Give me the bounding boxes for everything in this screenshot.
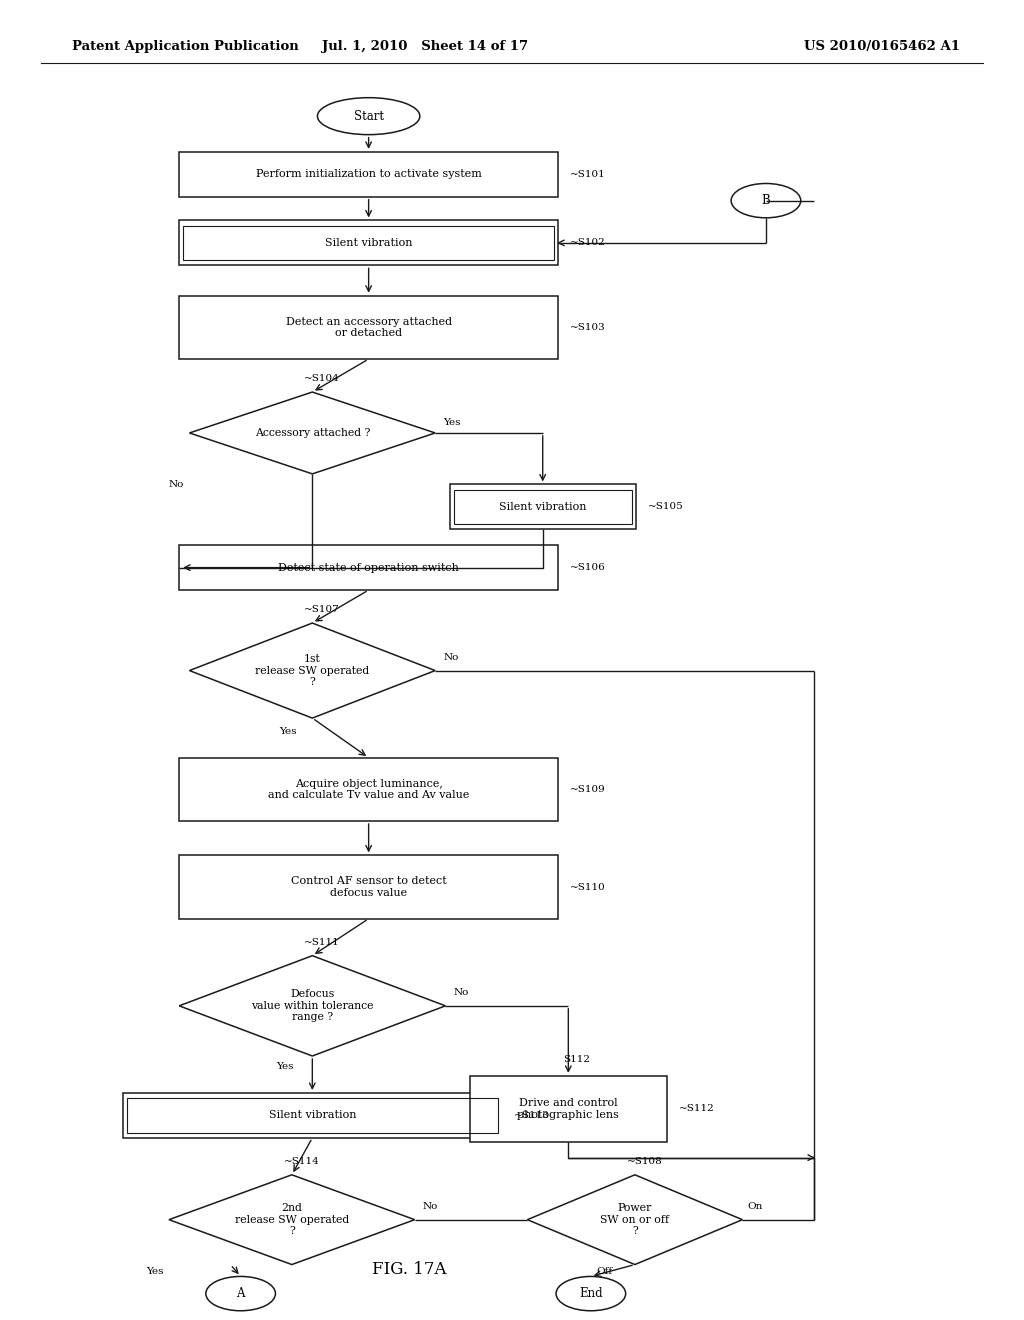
Text: No: No <box>423 1203 438 1210</box>
Text: 2nd
release SW operated
?: 2nd release SW operated ? <box>234 1203 349 1237</box>
Polygon shape <box>189 623 435 718</box>
Text: Start: Start <box>353 110 384 123</box>
Text: ~S112: ~S112 <box>679 1105 715 1113</box>
Text: Patent Application Publication: Patent Application Publication <box>72 40 298 53</box>
Bar <box>179 296 558 359</box>
Text: Silent vibration: Silent vibration <box>499 502 587 512</box>
Ellipse shape <box>556 1276 626 1311</box>
Text: ~S106: ~S106 <box>570 564 606 572</box>
Bar <box>127 1098 498 1133</box>
Text: B: B <box>762 194 770 207</box>
Text: Yes: Yes <box>146 1267 164 1275</box>
Text: Jul. 1, 2010   Sheet 14 of 17: Jul. 1, 2010 Sheet 14 of 17 <box>322 40 528 53</box>
Polygon shape <box>189 392 435 474</box>
Text: Detect state of operation switch: Detect state of operation switch <box>279 562 459 573</box>
Text: ~S111: ~S111 <box>304 939 340 946</box>
Text: ~S109: ~S109 <box>570 785 606 793</box>
Bar <box>179 545 558 590</box>
Text: Yes: Yes <box>443 418 461 426</box>
Ellipse shape <box>317 98 420 135</box>
Bar <box>454 490 632 524</box>
Text: Perform initialization to activate system: Perform initialization to activate syste… <box>256 169 481 180</box>
Text: ~S107: ~S107 <box>304 606 340 614</box>
Text: ~S103: ~S103 <box>570 323 606 331</box>
Text: Acquire object luminance,
and calculate Tv value and Av value: Acquire object luminance, and calculate … <box>268 779 469 800</box>
Text: Yes: Yes <box>276 1063 294 1071</box>
Bar <box>123 1093 502 1138</box>
Text: Yes: Yes <box>280 727 297 735</box>
Text: US 2010/0165462 A1: US 2010/0165462 A1 <box>804 40 959 53</box>
Text: End: End <box>579 1287 603 1300</box>
Bar <box>179 855 558 919</box>
Text: Silent vibration: Silent vibration <box>325 238 413 248</box>
Text: 1st
release SW operated
?: 1st release SW operated ? <box>255 653 370 688</box>
Text: Accessory attached ?: Accessory attached ? <box>255 428 370 438</box>
Text: No: No <box>443 653 459 661</box>
Ellipse shape <box>731 183 801 218</box>
Ellipse shape <box>206 1276 275 1311</box>
Text: No: No <box>169 480 184 488</box>
Text: Off: Off <box>596 1267 612 1275</box>
Text: Detect an accessory attached
or detached: Detect an accessory attached or detached <box>286 317 452 338</box>
Text: ~S110: ~S110 <box>570 883 606 891</box>
Text: ~S104: ~S104 <box>304 375 340 383</box>
Polygon shape <box>527 1175 742 1265</box>
Bar <box>179 220 558 265</box>
Bar <box>179 758 558 821</box>
Text: Drive and control
photographic lens: Drive and control photographic lens <box>517 1098 620 1119</box>
Bar <box>183 226 554 260</box>
Text: On: On <box>748 1203 763 1210</box>
Text: S112: S112 <box>563 1056 590 1064</box>
Text: ~S114: ~S114 <box>284 1158 319 1166</box>
Text: ~S105: ~S105 <box>648 503 684 511</box>
Text: FIG. 17A: FIG. 17A <box>373 1262 446 1278</box>
Polygon shape <box>179 956 445 1056</box>
Bar <box>470 1076 667 1142</box>
Polygon shape <box>169 1175 415 1265</box>
Text: A: A <box>237 1287 245 1300</box>
Text: No: No <box>454 989 469 997</box>
Text: Control AF sensor to detect
defocus value: Control AF sensor to detect defocus valu… <box>291 876 446 898</box>
Text: Power
SW on or off
?: Power SW on or off ? <box>600 1203 670 1237</box>
Bar <box>179 152 558 197</box>
Bar <box>450 484 636 529</box>
Text: ~S108: ~S108 <box>627 1158 663 1166</box>
Text: ~S113: ~S113 <box>514 1111 550 1119</box>
Text: ~S102: ~S102 <box>570 239 606 247</box>
Text: ~S101: ~S101 <box>570 170 606 178</box>
Text: Defocus
value within tolerance
range ?: Defocus value within tolerance range ? <box>251 989 374 1023</box>
Text: Silent vibration: Silent vibration <box>268 1110 356 1121</box>
